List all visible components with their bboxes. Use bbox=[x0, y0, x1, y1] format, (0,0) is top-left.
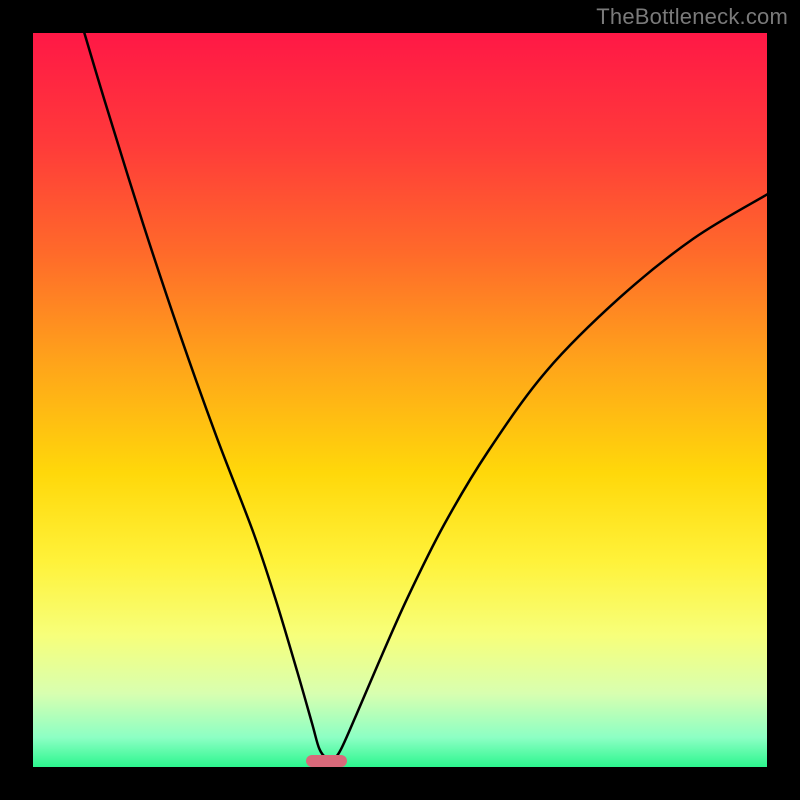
chart-curve-layer bbox=[33, 33, 767, 767]
watermark-text: TheBottleneck.com bbox=[596, 4, 788, 30]
bottleneck-curve bbox=[84, 33, 767, 759]
minimum-marker bbox=[306, 755, 346, 767]
chart-plot-area bbox=[33, 33, 767, 767]
